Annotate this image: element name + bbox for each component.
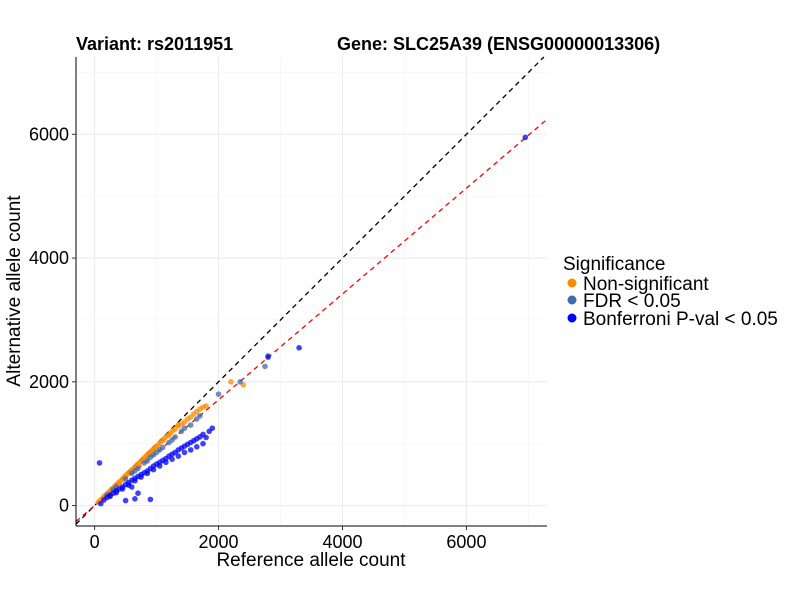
- data-point: [119, 486, 126, 492]
- data-point: [163, 459, 169, 466]
- legend-marker-bonferroni: [567, 313, 577, 323]
- y-tick-label: 2000: [29, 372, 69, 392]
- data-point: [96, 460, 103, 466]
- legend-label-fdr: FDR < 0.05: [583, 291, 681, 312]
- data-point: [237, 379, 243, 385]
- data-point: [116, 480, 123, 487]
- legend-marker-fdr: [567, 295, 577, 305]
- x-tick-label: 4000: [322, 532, 362, 552]
- data-point: [150, 466, 157, 473]
- data-point: [129, 484, 135, 490]
- data-point: [122, 497, 129, 504]
- x-tick-label: 6000: [446, 532, 486, 552]
- x-axis-label: Reference allele count: [216, 550, 406, 571]
- data-point: [194, 444, 200, 450]
- data-point: [181, 449, 188, 456]
- y-tick-label: 4000: [29, 248, 69, 268]
- y-tick-label: 0: [59, 496, 69, 516]
- data-point: [187, 422, 194, 428]
- data-point: [181, 425, 188, 432]
- data-point: [175, 453, 182, 459]
- y-tick-label: 6000: [29, 124, 69, 144]
- data-point: [215, 391, 222, 398]
- series-non-significant: [95, 379, 247, 506]
- data-points: [95, 134, 529, 507]
- data-point: [228, 379, 234, 385]
- data-point: [135, 490, 141, 497]
- data-point: [203, 403, 209, 409]
- data-point: [160, 444, 166, 451]
- data-point: [147, 496, 154, 503]
- data-point: [107, 493, 113, 500]
- legend-label-non-significant: Non-significant: [583, 274, 709, 295]
- data-point: [262, 363, 268, 370]
- data-point: [144, 458, 151, 464]
- data-point: [138, 474, 144, 480]
- legend-label-bonferroni: Bonferroni P-val < 0.05: [583, 309, 778, 330]
- axes: [75, 57, 547, 527]
- data-point: [169, 456, 175, 463]
- data-point: [209, 425, 216, 432]
- data-point: [522, 134, 529, 141]
- data-point: [156, 463, 163, 469]
- legend: Significance Non-significant FDR < 0.05 …: [563, 254, 778, 330]
- data-point: [265, 354, 271, 360]
- data-point: [98, 500, 104, 507]
- data-point: [166, 432, 172, 438]
- data-point: [187, 447, 194, 453]
- chart-title-variant: Variant: rs2011951: [76, 34, 233, 54]
- x-tick-label: 2000: [199, 532, 239, 552]
- x-tick-label: 0: [90, 532, 100, 552]
- data-point: [132, 478, 138, 484]
- data-point: [132, 496, 138, 502]
- data-point: [197, 413, 203, 419]
- legend-title: Significance: [563, 254, 665, 275]
- series-bonferroni-p-val-0-05: [96, 134, 529, 507]
- legend-marker-non-significant: [567, 278, 577, 288]
- data-point: [122, 476, 129, 482]
- data-point: [144, 470, 151, 477]
- data-point: [203, 434, 209, 441]
- data-point: [172, 434, 178, 440]
- y-axis-label: Alternative allele count: [4, 195, 25, 387]
- gridlines: [76, 57, 547, 526]
- tick-labels: 0 2000 4000 6000 0 2000 4000 6000: [29, 124, 487, 552]
- data-point: [175, 422, 182, 428]
- data-point: [296, 345, 302, 351]
- data-point: [113, 489, 120, 496]
- data-point: [135, 465, 141, 472]
- chart-title-gene: Gene: SLC25A39 (ENSG00000013306): [337, 34, 660, 54]
- data-point: [200, 440, 206, 447]
